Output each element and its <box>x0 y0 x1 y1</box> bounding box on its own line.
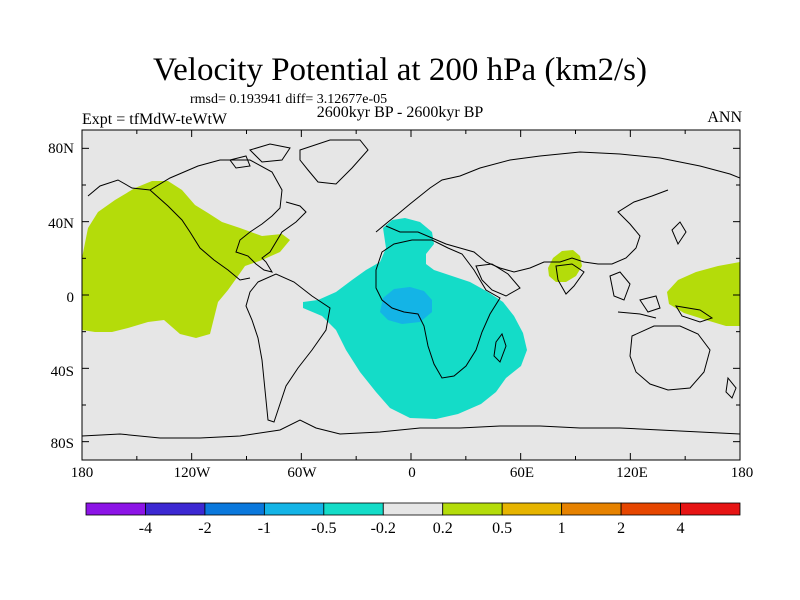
lat-tick-label: 0 <box>66 290 75 306</box>
lon-tick-label: 60E <box>509 465 535 481</box>
colorbar-swatch <box>561 502 622 516</box>
colorbar-swatch <box>323 502 384 516</box>
coastlines <box>82 139 740 439</box>
map-title: Velocity Potential at 200 hPa (km2/s) <box>152 52 648 88</box>
colorbar-swatch <box>204 502 265 516</box>
colorbar-swatch <box>620 502 681 516</box>
colorbar-label: -1 <box>257 520 272 537</box>
lat-tick-label: 80S <box>50 436 74 452</box>
colorbar-label: 0.2 <box>432 520 453 537</box>
lat-tick-label: 80N <box>48 141 74 157</box>
colorbar <box>85 502 741 516</box>
colorbar-label: 0.5 <box>492 520 513 537</box>
colorbar-swatch <box>382 502 444 516</box>
season-text: ANN <box>707 109 742 126</box>
colorbar-swatch <box>85 502 146 516</box>
colorbar-swatch <box>263 502 325 516</box>
tick-marks <box>81 130 741 460</box>
lon-tick-label: 180 <box>730 465 754 481</box>
colorbar-swatch <box>145 502 206 516</box>
colorbar-label: 1 <box>557 520 566 537</box>
colorbar-label: -0.5 <box>311 520 337 537</box>
strong-negative-anomaly <box>380 287 432 324</box>
lon-tick-label: 0 <box>408 465 416 481</box>
period-text: 2600kyr BP - 2600kyr BP <box>316 104 484 121</box>
lat-tick-label: 40N <box>48 216 74 232</box>
colorbar-swatch <box>501 502 563 516</box>
colorbar-swatch <box>680 502 741 516</box>
experiment-text: Expt = tfMdW-teWtW <box>82 111 227 128</box>
lat-tick-label: 40S <box>50 364 74 380</box>
lon-tick-label: 180 <box>70 465 94 481</box>
colorbar-label: -4 <box>138 520 153 537</box>
colorbar-swatch <box>442 502 503 516</box>
lon-tick-label: 120E <box>616 465 648 481</box>
colorbar-label: -2 <box>198 520 212 537</box>
lon-tick-label: 60W <box>287 465 317 481</box>
positive-anomaly-pacific <box>82 181 290 338</box>
colorbar-label: -0.2 <box>370 520 396 537</box>
colorbar-label: 2 <box>617 520 626 537</box>
positive-anomaly-westpacific <box>667 262 740 326</box>
lon-tick-label: 120W <box>173 465 211 481</box>
stats-text: rmsd= 0.193941 diff= 3.12677e-05 <box>190 92 388 107</box>
colorbar-label: 4 <box>676 520 685 537</box>
